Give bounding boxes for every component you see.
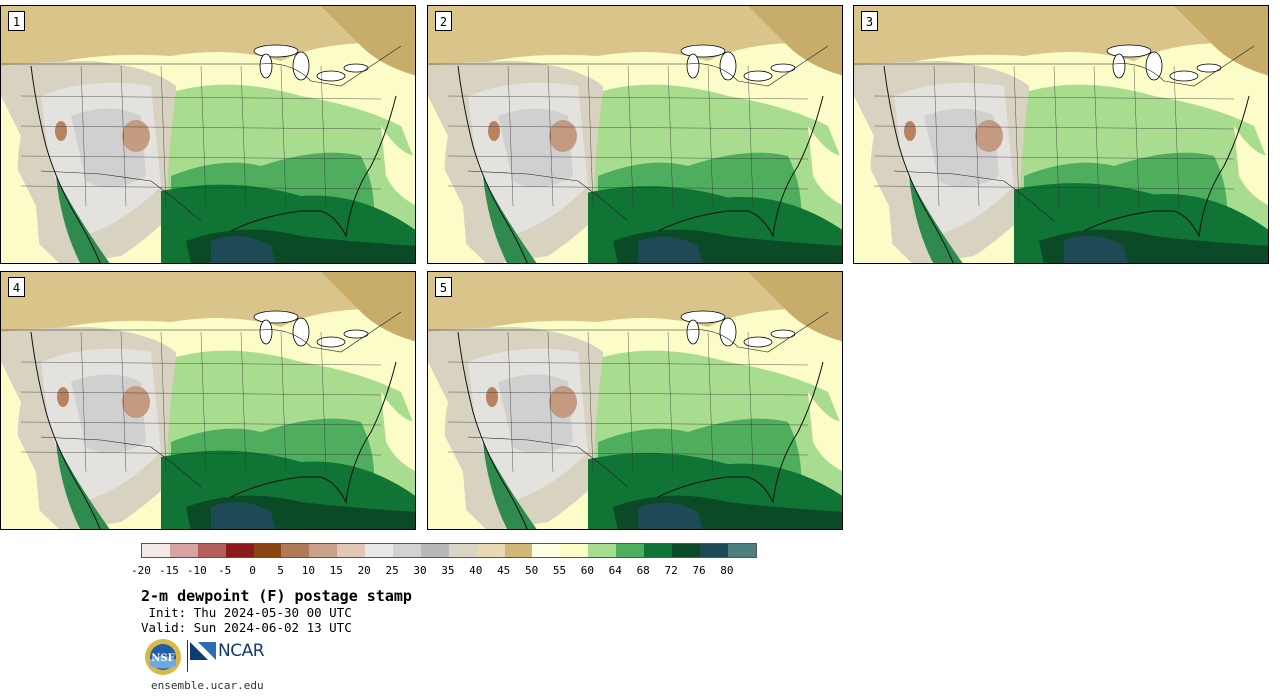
colorbar-tick-label: 30 — [413, 564, 427, 577]
colorbar-tick-label: 15 — [329, 564, 343, 577]
map-panel-4: 4 — [0, 271, 416, 530]
colorbar-swatch — [337, 544, 366, 557]
svg-text:NSF: NSF — [151, 653, 174, 664]
colorbar-swatch — [142, 544, 170, 557]
colorbar — [141, 543, 757, 558]
colorbar-swatch — [393, 544, 421, 557]
colorbar-tick-label: 10 — [301, 564, 316, 577]
colorbar-swatch — [727, 544, 756, 557]
colorbar-tick-label: 20 — [357, 564, 371, 577]
colorbar-swatch — [169, 544, 198, 557]
panel-number: 5 — [435, 277, 452, 297]
colorbar-swatch — [644, 544, 672, 557]
nsf-logo: NSF — [144, 638, 182, 680]
colorbar-swatch — [504, 544, 533, 557]
colorbar-swatch — [197, 544, 226, 557]
colorbar-swatch — [616, 544, 645, 557]
colorbar-swatch — [365, 544, 394, 557]
colorbar-tick-label: 55 — [552, 564, 567, 577]
map-panel-2: 2 — [427, 5, 843, 264]
colorbar-tick-label: 5 — [277, 564, 284, 577]
colorbar-tick-label: 68 — [636, 564, 650, 577]
colorbar-ticks: -20 -15 -10 -5 0 5 10 15 20 25 30 35 40 45 50 55 60 64 68 7… — [131, 564, 781, 578]
colorbar-tick-label: 0 — [249, 564, 256, 577]
colorbar-tick-label: -10 — [186, 564, 207, 577]
colorbar-swatch — [532, 544, 561, 557]
colorbar-swatch — [420, 544, 449, 557]
colorbar-swatch — [448, 544, 477, 557]
ncar-wordmark: NCAR — [218, 641, 265, 661]
plot-title: 2-m dewpoint (F) postage stamp — [141, 587, 412, 605]
colorbar-swatch — [560, 544, 589, 557]
panel-number: 2 — [435, 11, 452, 31]
map-panel-5: 5 — [427, 271, 843, 530]
colorbar-tick-label: -5 — [218, 564, 232, 577]
colorbar-tick-label: 25 — [385, 564, 399, 577]
colorbar-tick-label: 45 — [497, 564, 511, 577]
colorbar-swatch — [309, 544, 338, 557]
colorbar-tick-label: 60 — [580, 564, 595, 577]
colorbar-tick-label: 35 — [441, 564, 455, 577]
colorbar-swatch — [281, 544, 310, 557]
panel-number: 4 — [8, 277, 25, 297]
colorbar-swatch — [225, 544, 254, 557]
footer-url: ensemble.ucar.edu — [151, 679, 264, 692]
panel-number: 1 — [8, 11, 25, 31]
colorbar-tick-label: 64 — [608, 564, 622, 577]
logo-divider — [187, 640, 188, 672]
map-panel-3: 3 — [853, 5, 1269, 264]
colorbar-tick-label: 76 — [692, 564, 706, 577]
colorbar-swatch — [253, 544, 282, 557]
colorbar-tick-label: 50 — [524, 564, 539, 577]
colorbar-swatch — [588, 544, 617, 557]
colorbar-tick-label: 80 — [720, 564, 734, 577]
valid-time: Valid: Sun 2024-06-02 13 UTC — [141, 620, 352, 635]
colorbar-tick-label: 40 — [469, 564, 483, 577]
colorbar-swatch — [671, 544, 700, 557]
init-time: Init: Thu 2024-05-30 00 UTC — [141, 605, 352, 620]
colorbar-tick-label: 72 — [664, 564, 678, 577]
ncar-logo: NCAR — [190, 640, 265, 662]
colorbar-tick-label: -20 — [131, 564, 151, 577]
map-panel-1: 1 — [0, 5, 416, 264]
colorbar-swatch — [699, 544, 728, 557]
panel-number: 3 — [861, 11, 878, 31]
colorbar-swatch — [476, 544, 505, 557]
colorbar-tick-label: -15 — [158, 564, 179, 577]
